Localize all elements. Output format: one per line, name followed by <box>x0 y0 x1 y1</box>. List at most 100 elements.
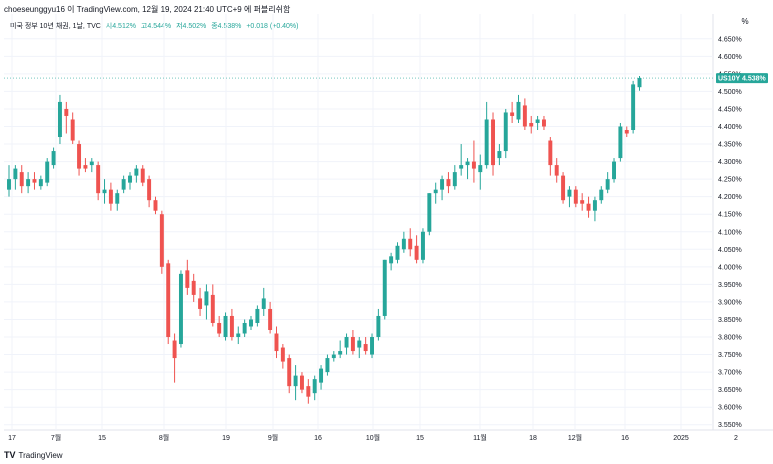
y-tick-label: 3.700% <box>718 370 742 377</box>
candle-body <box>57 101 62 138</box>
candle-body <box>376 315 381 338</box>
candle-body <box>370 337 374 355</box>
y-tick-label: 4.450% <box>718 106 742 113</box>
y-tick-label: 3.800% <box>718 335 742 342</box>
candle-body <box>108 189 113 204</box>
candle-body <box>484 119 489 166</box>
y-tick-label: 4.150% <box>718 212 742 219</box>
candle-body <box>191 280 196 295</box>
candle-body <box>573 189 578 204</box>
y-tick-label: 3.950% <box>718 282 742 289</box>
x-tick-label: 9월 <box>268 433 278 442</box>
candle-body <box>325 358 330 373</box>
y-tick-label: 3.650% <box>718 387 742 394</box>
candle-body <box>223 315 228 338</box>
x-tick-label: 12월 <box>568 433 582 442</box>
candle-body <box>210 294 215 323</box>
candle-body <box>280 347 285 362</box>
footer-brand-text: TradingView <box>18 450 63 460</box>
x-tick-label: 11월 <box>473 433 487 442</box>
candle-body <box>491 119 495 166</box>
candle-body <box>121 179 126 190</box>
candle-body <box>198 298 203 309</box>
candle-body <box>204 291 209 306</box>
candle-body <box>586 203 591 211</box>
candle-body <box>510 112 515 116</box>
x-tick-label: 10월 <box>366 433 380 442</box>
candle-body <box>319 368 324 383</box>
candle-body <box>217 322 222 334</box>
y-tick-label: 3.900% <box>718 299 742 306</box>
candle-body <box>516 101 521 120</box>
candle-body <box>306 386 311 397</box>
candle-body <box>249 319 253 327</box>
candle-body <box>45 161 50 183</box>
candle-body <box>503 112 508 152</box>
candle-body <box>567 189 572 197</box>
candle-body <box>408 238 413 250</box>
candle-body <box>338 351 343 355</box>
candle-body <box>242 322 247 334</box>
candle-body <box>580 200 585 204</box>
candle-body <box>287 358 292 387</box>
legend-symbol-title[interactable]: 미국 정부 10년 채권, 1날, TVC <box>10 23 101 30</box>
candle-body <box>624 130 629 134</box>
candle-body <box>427 193 432 232</box>
y-tick-label: 3.750% <box>718 352 742 359</box>
candle-body <box>261 298 266 309</box>
candle-body <box>32 179 37 183</box>
candle-body <box>83 165 88 169</box>
x-tick-label: 17 <box>8 435 16 442</box>
y-tick-label: 3.600% <box>718 405 742 412</box>
badge-value: 4.538% <box>742 76 767 83</box>
candle-body <box>548 140 553 166</box>
candle-body <box>344 337 349 348</box>
y-tick-label: 4.300% <box>718 159 742 166</box>
candle-body <box>115 193 120 204</box>
x-tick-label: 2025 <box>673 435 689 442</box>
candle-body <box>102 189 107 194</box>
candle-body <box>618 126 623 159</box>
x-tick-label: 7월 <box>51 433 61 442</box>
candle-body <box>70 119 75 141</box>
x-tick-label: 2 <box>734 435 738 442</box>
candle-body <box>535 119 540 123</box>
candle-body <box>592 200 597 211</box>
y-tick-label: 4.600% <box>718 54 742 61</box>
candle-body <box>401 238 406 250</box>
candle-body <box>77 144 82 169</box>
candle-body <box>612 161 616 180</box>
candle-body <box>631 84 636 130</box>
candle-body <box>382 259 387 316</box>
candle-body <box>178 273 183 345</box>
candle-body <box>637 78 642 88</box>
candle-body <box>19 172 24 187</box>
legend-low: 저4.502% <box>176 23 207 30</box>
candle-body <box>561 175 566 201</box>
legend-high: 고4.544% <box>140 23 172 30</box>
candle-body <box>363 344 368 352</box>
candle-body <box>312 379 317 394</box>
candle-body <box>185 270 190 288</box>
candle-body <box>268 308 273 330</box>
percent-scale-button[interactable]: % <box>741 17 749 26</box>
tradingview-logo-icon: TV <box>4 450 16 460</box>
candle-body <box>414 245 419 260</box>
badge-symbol: US10Y <box>718 76 741 83</box>
attribution-text: choeseunggyu16 이 TradingView.com, 12월 19… <box>4 5 291 14</box>
last-price-badge: US10Y 4.538% <box>716 73 768 84</box>
footer-brand[interactable]: TV TradingView <box>4 450 63 460</box>
candle-body <box>459 165 464 169</box>
candle-body <box>153 200 158 211</box>
x-tick-label: 15 <box>416 435 424 442</box>
candle-body <box>529 122 534 127</box>
candle-body <box>599 189 604 201</box>
candle-body <box>389 256 394 264</box>
x-tick-label: 15 <box>98 435 106 442</box>
candle-body <box>134 168 139 176</box>
candle-body <box>147 179 152 201</box>
candle-body <box>478 165 483 173</box>
x-tick-label: 19 <box>222 435 230 442</box>
